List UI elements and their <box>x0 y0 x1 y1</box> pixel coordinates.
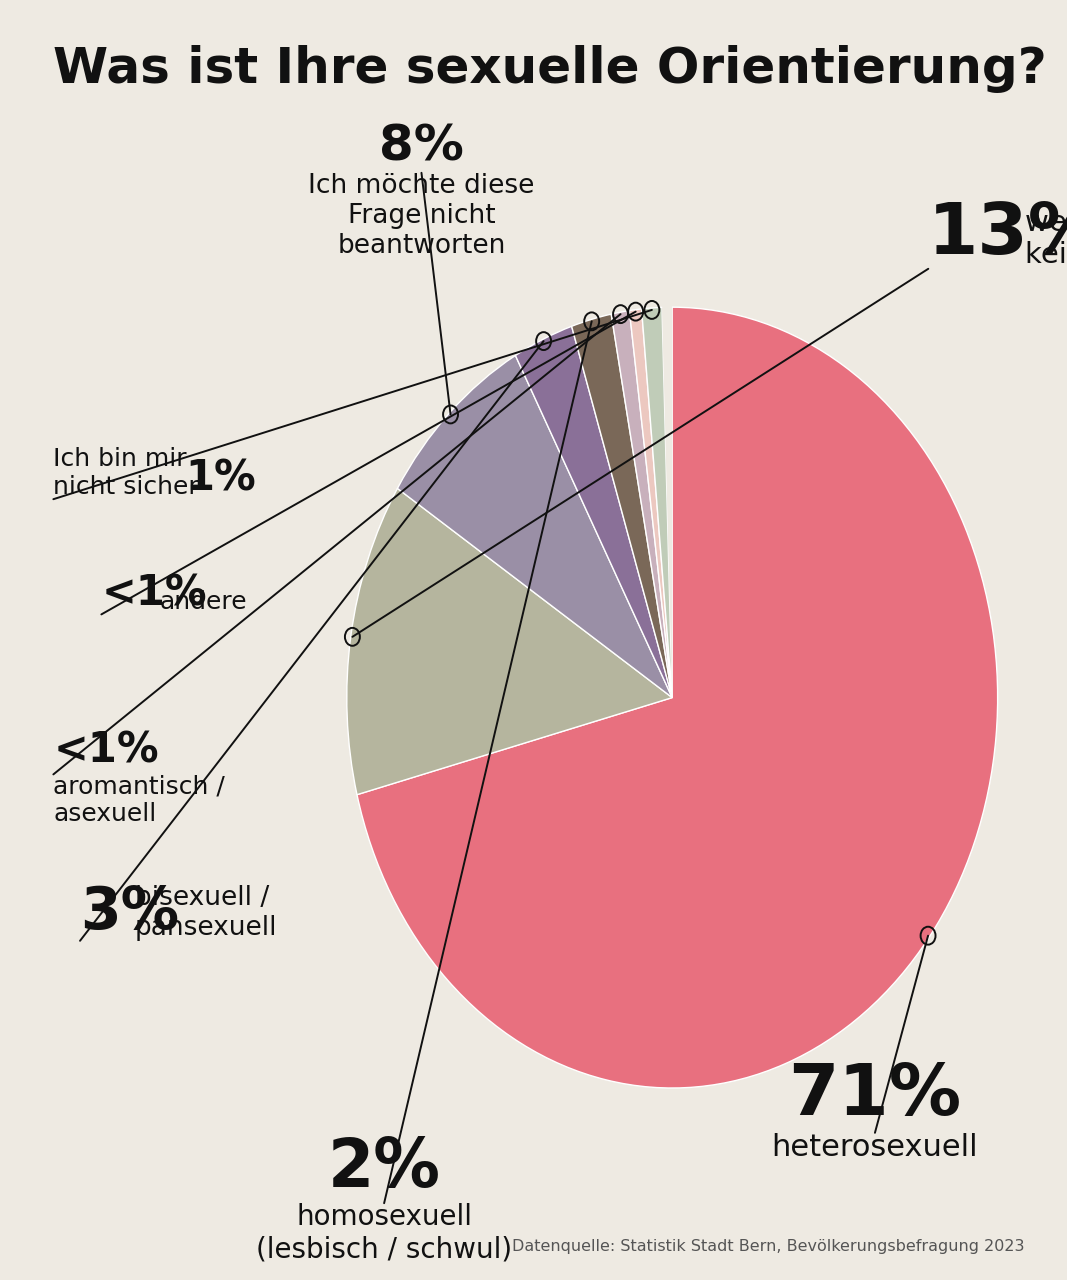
Text: Ich bin mir
nicht sicher: Ich bin mir nicht sicher <box>53 448 200 499</box>
Wedge shape <box>572 314 672 698</box>
Wedge shape <box>515 326 672 698</box>
Text: Was ist Ihre sexuelle Orientierung?: Was ist Ihre sexuelle Orientierung? <box>53 45 1047 92</box>
Text: aromantisch /
asexuell: aromantisch / asexuell <box>53 774 225 826</box>
Text: 2%: 2% <box>328 1134 441 1201</box>
Text: 8%: 8% <box>379 122 464 170</box>
Text: bisexuell /
pansexuell: bisexuell / pansexuell <box>134 884 277 941</box>
Wedge shape <box>357 307 998 1088</box>
Text: 13%: 13% <box>928 200 1067 269</box>
Text: <1%: <1% <box>53 730 159 772</box>
Text: heterosexuell: heterosexuell <box>771 1133 978 1162</box>
Wedge shape <box>630 308 672 698</box>
Text: homosexuell
(lesbisch / schwul): homosexuell (lesbisch / schwul) <box>256 1203 512 1263</box>
Wedge shape <box>662 307 672 698</box>
Text: Ich möchte diese
Frage nicht
beantworten: Ich möchte diese Frage nicht beantworten <box>308 173 535 259</box>
Text: andere: andere <box>160 590 248 614</box>
Text: 71%: 71% <box>789 1061 961 1130</box>
Text: 3%: 3% <box>80 883 179 941</box>
Text: <1%: <1% <box>101 572 207 614</box>
Text: Datenquelle: Statistik Stadt Bern, Bevölkerungsbefragung 2023: Datenquelle: Statistik Stadt Bern, Bevöl… <box>512 1239 1024 1254</box>
Wedge shape <box>611 311 672 698</box>
Wedge shape <box>347 489 672 795</box>
Wedge shape <box>641 307 672 698</box>
Text: weiss nicht /
keine Angabe: weiss nicht / keine Angabe <box>1025 209 1067 269</box>
Wedge shape <box>397 356 672 698</box>
Text: 1%: 1% <box>186 457 256 499</box>
